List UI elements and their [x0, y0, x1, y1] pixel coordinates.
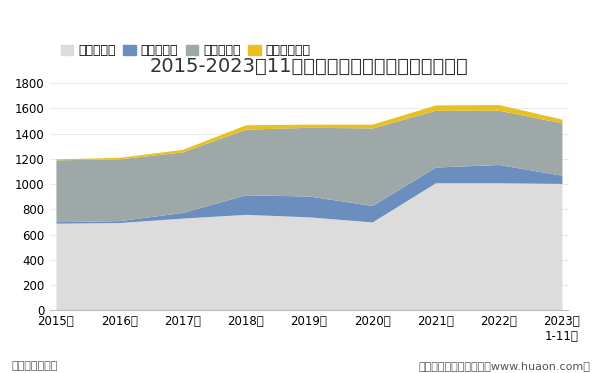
Text: 制图：华经产业研究院（www.huaon.com）: 制图：华经产业研究院（www.huaon.com）	[418, 361, 590, 371]
Legend: 火力发电量, 风力发电量, 水力发电量, 太阳能发电量: 火力发电量, 风力发电量, 水力发电量, 太阳能发电量	[56, 40, 316, 62]
Title: 2015-2023年11月湖南省各发电类型发电量统计图: 2015-2023年11月湖南省各发电类型发电量统计图	[150, 57, 468, 76]
Text: 单位：亿千瓦时: 单位：亿千瓦时	[12, 361, 58, 371]
